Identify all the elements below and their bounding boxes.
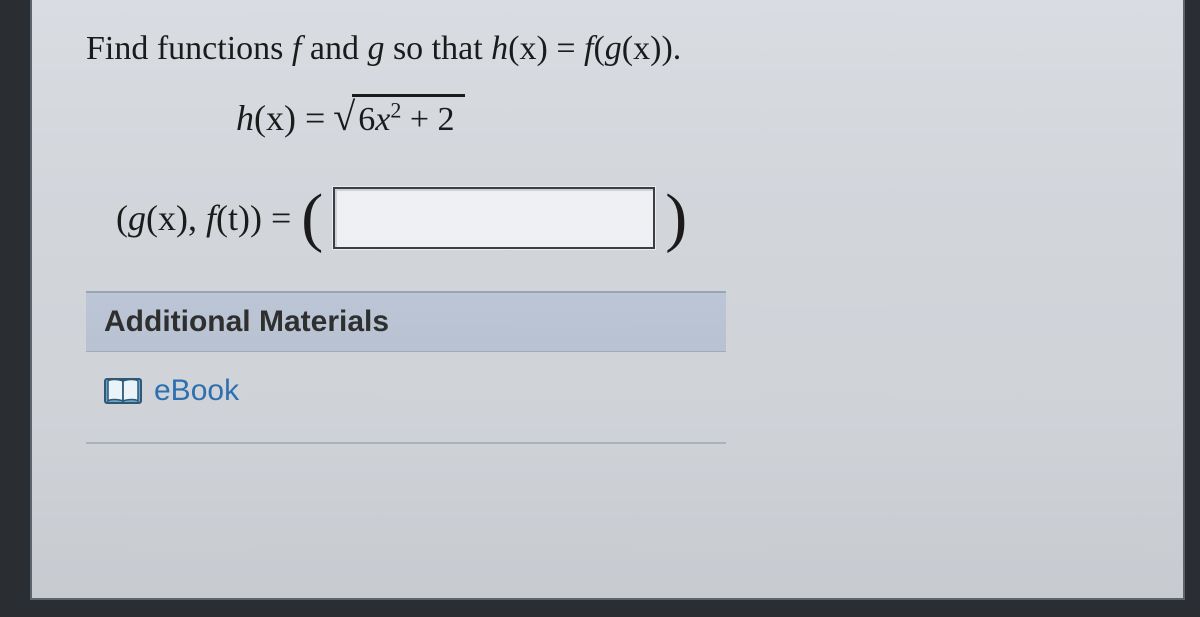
- hx2-h: h: [236, 98, 254, 138]
- additional-materials: Additional Materials eBook: [86, 291, 726, 444]
- var-x: x: [375, 101, 390, 138]
- fg-close: ).: [661, 30, 681, 67]
- g2-arg: (x): [622, 30, 662, 67]
- materials-heading: Additional Materials: [86, 293, 726, 352]
- plus-2: + 2: [401, 101, 454, 138]
- big-paren-close: ): [665, 185, 687, 251]
- ans-open: (: [116, 198, 128, 238]
- fg-open: (: [593, 30, 604, 67]
- materials-divider: [86, 442, 726, 444]
- big-paren-open: (: [301, 185, 323, 251]
- ans-g-arg: (x): [146, 198, 188, 238]
- prompt-mid1: and: [301, 30, 367, 67]
- ebook-link[interactable]: eBook: [86, 352, 726, 434]
- hx2-arg: (x): [254, 98, 296, 138]
- book-icon: [104, 376, 142, 406]
- hx-arg: (x): [508, 30, 548, 67]
- ans-eq: =: [262, 198, 291, 238]
- eq-sign-2: =: [296, 98, 325, 138]
- ebook-label: eBook: [154, 374, 239, 408]
- answer-input[interactable]: [333, 187, 655, 249]
- ans-comma: ,: [188, 198, 206, 238]
- var-h: h: [491, 30, 508, 67]
- sqrt-expression: √ 6x2 + 2: [333, 94, 464, 142]
- ans-g: g: [128, 198, 146, 238]
- hx-definition: h(x) = √ 6x2 + 2: [236, 94, 1145, 142]
- radical-icon: √: [333, 97, 355, 137]
- prompt-mid2: so that: [384, 30, 491, 67]
- ans-f-arg: (t): [216, 198, 250, 238]
- var-g2: g: [605, 30, 622, 67]
- coef-6: 6: [358, 101, 375, 138]
- var-f: f: [292, 30, 301, 67]
- prompt-prefix: Find functions: [86, 30, 292, 67]
- exp-2: 2: [390, 98, 401, 123]
- radicand: 6x2 + 2: [352, 94, 464, 142]
- answer-row: (g(x), f(t)) = ( ): [116, 185, 1145, 251]
- eq-sign-1: =: [548, 30, 584, 67]
- question-prompt: Find functions f and g so that h(x) = f(…: [86, 26, 1145, 72]
- question-panel: Find functions f and g so that h(x) = f(…: [30, 0, 1185, 600]
- ans-f: f: [206, 198, 216, 238]
- var-g: g: [367, 30, 384, 67]
- ans-close: ): [250, 198, 262, 238]
